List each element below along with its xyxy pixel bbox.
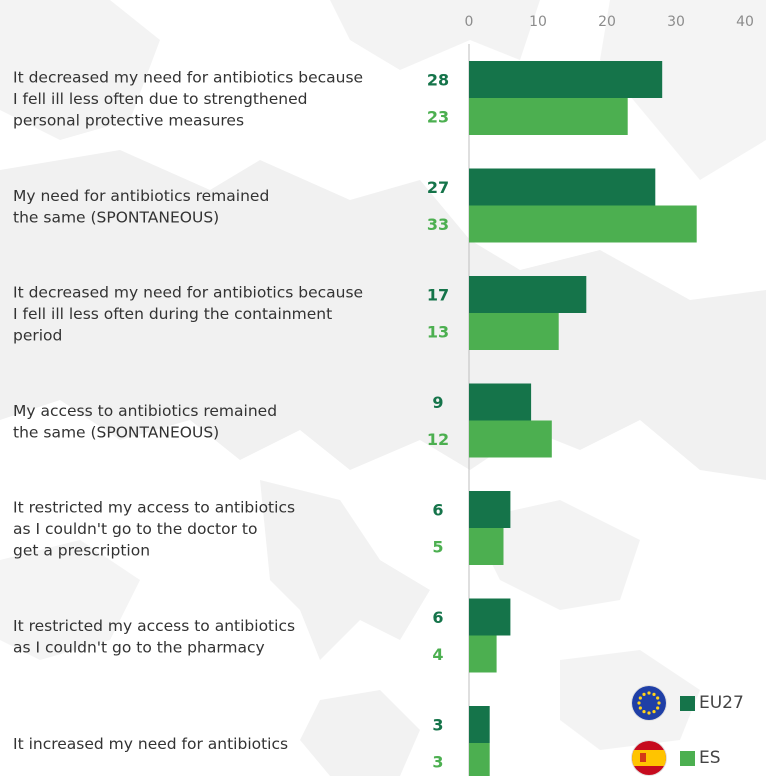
category-label: My need for antibiotics remained the same…: [13, 187, 269, 227]
category-label-line: My need for antibiotics remained: [13, 187, 269, 205]
legend-item-es: ES: [632, 738, 766, 776]
category-label-line: the same (SPONTANEOUS): [13, 423, 219, 441]
bar-eu27: [469, 61, 663, 98]
category-label-line: the same (SPONTANEOUS): [13, 208, 219, 226]
bar-es: [469, 635, 497, 673]
category-label: It decreased my need for antibiotics bec…: [13, 284, 363, 345]
bar-eu27: [469, 383, 532, 421]
bar-eu27: [469, 598, 511, 636]
category-label: It decreased my need for antibiotics bec…: [13, 69, 363, 130]
category-label-line: My access to antibiotics remained: [13, 402, 277, 420]
category-label-line: personal protective measures: [13, 112, 244, 130]
bar-es: [469, 98, 628, 135]
category-label-line: I fell ill less often due to strengthene…: [13, 90, 307, 108]
data-label-eu27: 28: [427, 71, 449, 90]
eu-flag-icon: [632, 686, 666, 720]
data-label-eu27: 9: [432, 393, 443, 412]
bar-eu27: [469, 168, 656, 206]
legend-label-es: ES: [699, 748, 721, 768]
bar-es: [469, 205, 697, 243]
data-label-eu27: 17: [427, 286, 449, 305]
data-label-es: 23: [427, 108, 449, 127]
category-label-line: It restricted my access to antibiotics: [13, 499, 295, 517]
category-label-line: as I couldn't go to the doctor to: [13, 520, 257, 538]
data-label-es: 5: [432, 538, 443, 557]
category-label-line: It decreased my need for antibiotics bec…: [13, 284, 363, 302]
category-label-line: get a prescription: [13, 542, 150, 560]
legend-swatch-es: [680, 750, 695, 766]
category-label: It restricted my access to antibiotics as…: [13, 617, 295, 657]
bars-layer: [469, 61, 697, 776]
category-label-line: It restricted my access to antibiotics: [13, 617, 295, 635]
legend-label-eu27: EU27: [699, 693, 744, 713]
bar-es: [469, 528, 504, 565]
x-tick-label: 20: [598, 14, 616, 30]
data-label-eu27: 6: [432, 608, 443, 627]
x-tick-label: 0: [465, 14, 474, 30]
data-label-eu27: 6: [432, 501, 443, 520]
bar-es: [469, 743, 490, 776]
category-label: My access to antibiotics remained the sam…: [13, 402, 277, 442]
category-label: It increased my need for antibiotics: [13, 735, 288, 753]
legend-swatch-eu27: [680, 695, 695, 711]
category-label-line: as I couldn't go to the pharmacy: [13, 638, 265, 656]
category-label-line: It increased my need for antibiotics: [13, 735, 288, 753]
category-label: It restricted my access to antibiotics as…: [13, 499, 295, 560]
data-label-es: 13: [427, 323, 449, 342]
bar-eu27: [469, 491, 511, 528]
data-label-es: 4: [432, 645, 443, 664]
bar-eu27: [469, 276, 587, 313]
legend-item-eu27: EU27: [632, 683, 766, 723]
x-tick-label: 10: [529, 14, 547, 30]
spain-flag-icon: [632, 741, 666, 775]
data-label-es: 12: [427, 430, 449, 449]
data-label-es: 33: [427, 215, 449, 234]
x-tick-label: 30: [667, 14, 685, 30]
data-label-eu27: 3: [432, 716, 443, 735]
category-label-line: It decreased my need for antibiotics bec…: [13, 69, 363, 87]
bar-es: [469, 420, 552, 458]
data-label-es: 3: [432, 753, 443, 772]
bar-eu27: [469, 706, 490, 743]
category-label-line: period: [13, 327, 62, 345]
labels-layer: 28 27 17 9 6 6 3 23 33 13 12 5 4 3 It decreased my nee…: [13, 69, 449, 772]
data-label-eu27: 27: [427, 178, 449, 197]
x-tick-label: 40: [736, 14, 754, 30]
bar-es: [469, 313, 559, 350]
category-label-line: I fell ill less often during the contain…: [13, 305, 332, 323]
